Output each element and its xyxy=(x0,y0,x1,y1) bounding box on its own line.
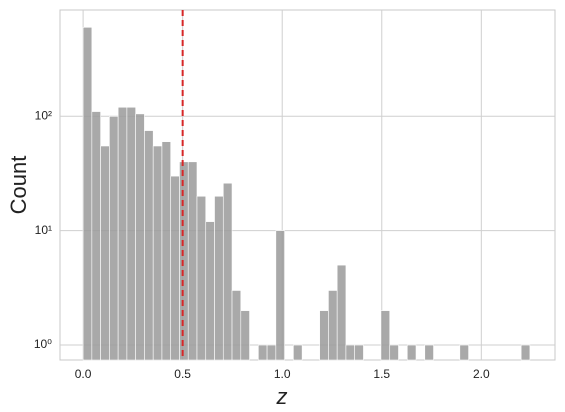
bar xyxy=(389,344,399,361)
bar xyxy=(520,344,531,361)
bar xyxy=(354,344,364,361)
bar xyxy=(170,175,180,361)
bar xyxy=(205,221,215,361)
bar xyxy=(345,344,355,361)
x-tick-label: 0.5 xyxy=(174,367,191,381)
bar xyxy=(152,145,163,361)
y-tick-label: 10⁰ xyxy=(34,337,52,351)
y-tick-label: 10¹ xyxy=(35,223,52,237)
bar xyxy=(179,161,189,361)
bar xyxy=(328,290,338,361)
bar xyxy=(100,145,110,361)
bar xyxy=(196,195,207,361)
bar xyxy=(266,344,277,361)
bar xyxy=(406,344,417,361)
bar xyxy=(82,27,93,361)
bar xyxy=(319,310,329,361)
bar xyxy=(135,113,145,361)
bar xyxy=(109,115,119,361)
bar xyxy=(459,344,469,361)
x-tick-label: 2.0 xyxy=(473,367,490,381)
bar xyxy=(144,130,154,361)
bar xyxy=(424,344,434,361)
x-tick-label: 1.0 xyxy=(274,367,291,381)
x-tick-label: 1.5 xyxy=(373,367,390,381)
y-axis-label: Count xyxy=(6,156,31,215)
bar xyxy=(222,182,233,361)
bar xyxy=(231,290,242,361)
bar xyxy=(117,106,128,361)
bar xyxy=(240,310,250,361)
bar xyxy=(214,195,224,361)
bar xyxy=(336,264,347,361)
bar xyxy=(293,344,303,361)
bar xyxy=(91,111,101,361)
bar xyxy=(275,230,285,361)
bar xyxy=(126,106,136,361)
bar xyxy=(161,141,172,361)
y-tick-label: 10² xyxy=(35,108,52,122)
x-tick-label: 0.0 xyxy=(75,367,92,381)
x-axis-label: z xyxy=(276,384,288,409)
bar xyxy=(380,310,391,361)
bar xyxy=(187,161,198,361)
bar xyxy=(258,344,268,361)
